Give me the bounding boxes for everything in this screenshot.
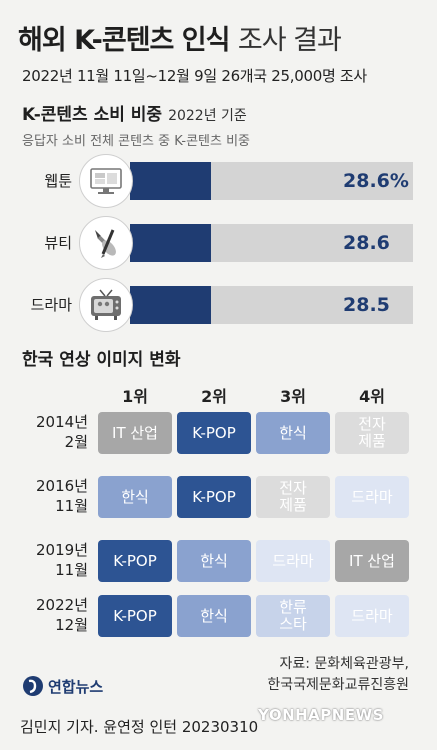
rank-header: 3위 — [280, 387, 306, 406]
yonhap-logo-text: 연합뉴스 — [48, 677, 104, 696]
yonhap-logo-icon — [23, 676, 43, 696]
ranking-cell: 전자 제품 — [335, 412, 409, 454]
yonhap-logo: 연합뉴스 — [22, 675, 103, 697]
title-bold: 해외 K-콘텐츠 인식 — [18, 25, 230, 56]
consumption-note: 2022년 기준 — [168, 108, 247, 124]
ranking-cell: 한식 — [177, 595, 251, 637]
rank-header: 2위 — [201, 387, 227, 406]
source-line-2: 한국국제문화교류진흥원 — [267, 677, 409, 693]
consumption-title-text: K-콘텐츠 소비 비중 — [22, 105, 163, 125]
bar-value-label: 28.6% — [343, 170, 409, 192]
ranking-cell: 전자 제품 — [256, 476, 330, 518]
year-label: 2022년 12월 — [36, 596, 88, 634]
monitor-icon — [79, 154, 133, 208]
ranking-cell: 드라마 — [335, 476, 409, 518]
ranking-title: 한국 연상 이미지 변화 — [22, 350, 181, 370]
ranking-cell: 한식 — [177, 540, 251, 582]
bar — [130, 224, 211, 262]
ranking-cell: 한류 스타 — [256, 595, 330, 637]
ranking-cell: IT 산업 — [335, 540, 409, 582]
ranking-cell: K-POP — [177, 412, 251, 454]
title-light: 조사 결과 — [237, 25, 342, 56]
bar-track: 28.5 — [130, 286, 413, 324]
tv-icon — [79, 278, 133, 332]
ranking-cell: 한식 — [98, 476, 172, 518]
ranking-cell: K-POP — [177, 476, 251, 518]
ranking-cell: 드라마 — [335, 595, 409, 637]
page-title: 해외 K-콘텐츠 인식 조사 결과 — [18, 18, 342, 57]
bar — [130, 286, 211, 324]
bar-label: 드라마 — [30, 296, 72, 314]
consumption-title: K-콘텐츠 소비 비중 2022년 기준 — [22, 100, 247, 125]
credit: 김민지 기자. 윤연정 인턴 20230310 — [20, 718, 259, 736]
watermark: YONHAPNEWS — [258, 706, 384, 724]
source-line-1: 자료: 문화체육관광부, — [279, 656, 409, 672]
ranking-cell: 한식 — [256, 412, 330, 454]
rank-header: 4위 — [359, 387, 385, 406]
bar-value-label: 28.5 — [343, 294, 390, 316]
ranking-cell: IT 산업 — [98, 412, 172, 454]
rank-header: 1위 — [122, 387, 148, 406]
consumption-description: 응답자 소비 전체 콘텐츠 중 K-콘텐츠 비중 — [22, 134, 251, 149]
ranking-cell: K-POP — [98, 540, 172, 582]
year-label: 2014년 2월 — [36, 413, 88, 451]
bar-track: 28.6% — [130, 162, 413, 200]
year-label: 2019년 11월 — [36, 541, 88, 579]
survey-period: 2022년 11월 11일~12월 9일 26개국 25,000명 조사 — [22, 67, 367, 85]
ranking-cell: 드라마 — [256, 540, 330, 582]
bar-label: 웹툰 — [44, 172, 72, 190]
bar-track: 28.6 — [130, 224, 413, 262]
year-label: 2016년 11월 — [36, 477, 88, 515]
brush-icon — [79, 216, 133, 270]
ranking-cell: K-POP — [98, 595, 172, 637]
bar-value-label: 28.6 — [343, 232, 390, 254]
bar — [130, 162, 211, 200]
source: 자료: 문화체육관광부, 한국국제문화교류진흥원 — [267, 654, 409, 696]
bar-label: 뷰티 — [44, 234, 72, 252]
